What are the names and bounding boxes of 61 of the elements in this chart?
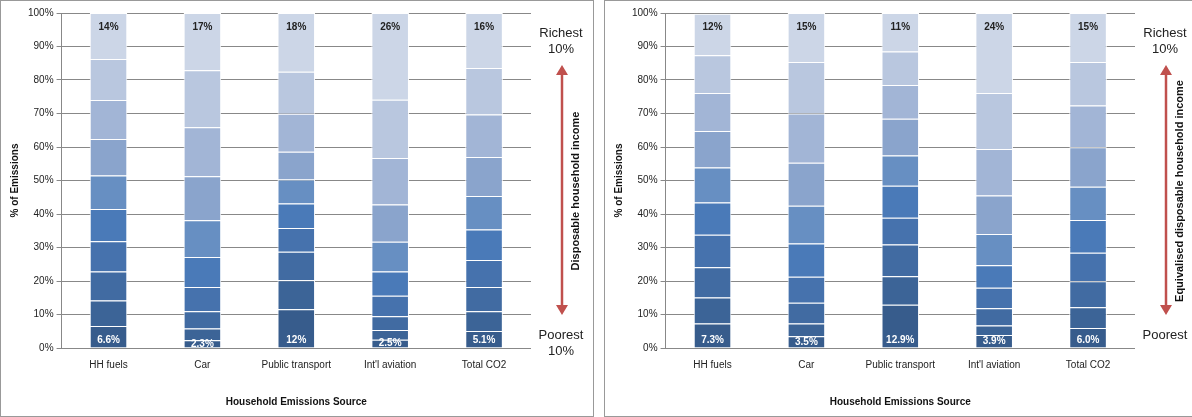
x-tick-label: Int'l aviation [967,358,1021,370]
y-tick-label: 0% [39,341,54,353]
y-tick-label: 80% [33,73,54,85]
data-label: 2.3% [191,337,214,349]
x-tick-label: Int'l aviation [363,358,417,370]
data-label: 16% [474,20,495,32]
y-tick-label: 90% [33,40,54,52]
y-tick-label: 80% [637,73,658,85]
data-label: 18% [286,20,307,32]
y2-axis-title: Equivalised disposable household income [1172,80,1185,302]
y2-axis-title: Disposable household income [568,111,581,271]
x-tick-label: HH fuels [89,358,128,370]
data-label: 12% [702,21,723,33]
y-tick-label: 20% [637,274,658,286]
data-label: 14% [98,20,119,32]
text: Poorest 10% [537,327,585,359]
y-tick-label: 100% [632,6,658,18]
y-tick-label: 40% [33,207,54,219]
y-tick-label: 10% [33,308,54,320]
y-tick-label: 50% [637,174,658,186]
x-tick-label: HH fuels [693,358,732,370]
x-axis-title: Household Emissions Source [829,395,972,407]
y-tick-label: 60% [33,140,54,152]
y-tick-label: 40% [637,207,658,219]
y-tick-label: 0% [643,341,658,353]
y-tick-label: 70% [33,107,54,119]
text: Richest 10% [538,25,584,57]
data-label: 15% [1078,20,1099,32]
text: Richest 10% [1142,25,1188,57]
y-axis-title: % of Emissions [8,143,20,218]
x-tick-label: Car [194,358,212,370]
x-tick-label: Public transport [865,358,936,370]
y-tick-label: 90% [637,40,658,52]
data-label: 12.9% [886,334,915,346]
data-label: 15% [796,20,817,32]
y-tick-label: 30% [33,241,54,253]
x-tick-label: Public transport [261,358,332,370]
y-tick-label: 50% [33,174,54,186]
y-tick-label: 60% [637,140,658,152]
x-tick-label: Total CO2 [461,358,507,370]
data-label: 7.3% [701,334,725,346]
y-tick-label: 30% [637,241,658,253]
x-tick-label: Total CO2 [1065,358,1111,370]
y-axis-title: % of Emissions [612,143,624,218]
text: Poorest [1141,327,1189,343]
x-tick-label: Car [798,358,816,370]
data-label: 3.9% [982,334,1006,346]
data-label: 6.0% [1076,334,1100,346]
data-label: 6.6% [97,334,121,346]
data-label: 17% [192,20,213,32]
y-tick-label: 20% [33,274,54,286]
x-axis-title: Household Emissions Source [225,395,368,407]
data-label: 5.1% [472,334,496,346]
data-label: 24% [984,20,1005,32]
data-label: 12% [286,334,307,346]
y-tick-label: 100% [28,6,54,18]
y-tick-label: 70% [637,107,658,119]
data-label: 11% [890,20,911,32]
data-label: 26% [380,20,401,32]
y-tick-label: 10% [637,308,658,320]
data-label: 3.5% [795,335,818,347]
